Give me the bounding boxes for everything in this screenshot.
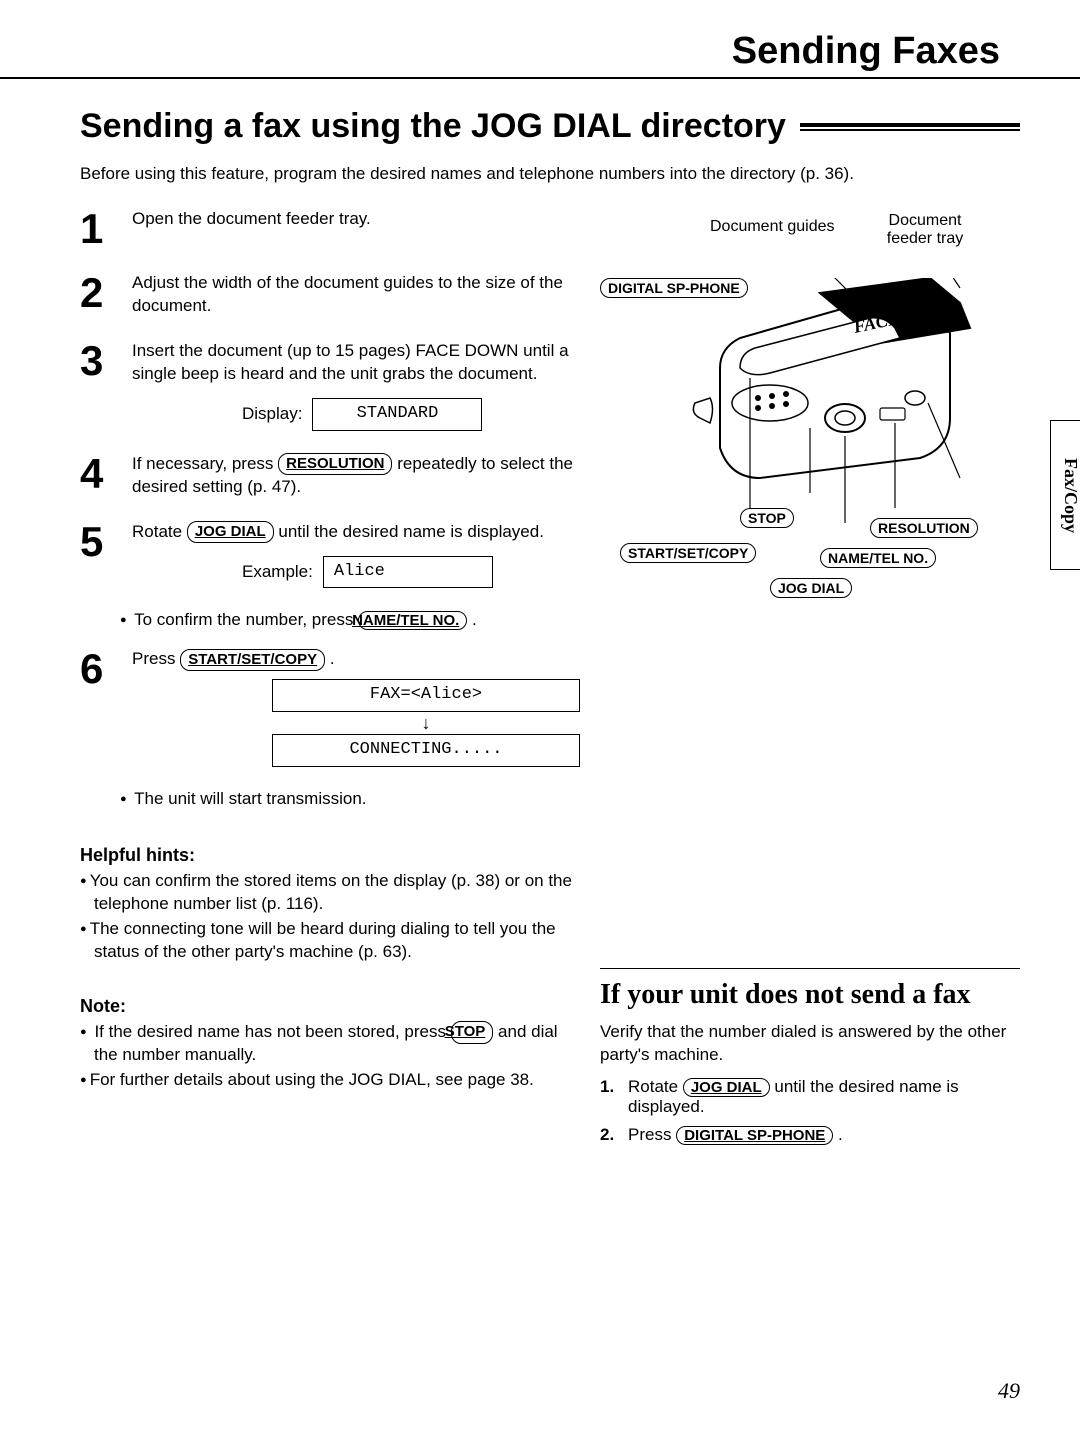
side-tab: Fax/Copy [1050,420,1080,570]
subsection-rule [600,968,1020,969]
resolution-button-label: RESOLUTION [870,518,978,538]
step-number: 4 [80,453,114,499]
jog-dial-label: JOG DIAL [770,578,852,598]
name-tel-label: NAME/TEL NO. [820,548,936,568]
section-title: Sending a fax using the JOG DIAL directo… [80,107,786,146]
lcd-display: STANDARD [312,398,482,431]
sub-step-2: 2. Press DIGITAL SP-PHONE . [600,1125,1020,1145]
fax-machine-icon: FACE DOWN [680,278,980,528]
example-label: Example: [242,561,313,584]
hints-title: Helpful hints: [80,845,580,866]
side-tab-label: Fax/Copy [1060,457,1080,532]
confirm-post: . [472,610,477,629]
step-2: 2 Adjust the width of the document guide… [80,272,580,318]
subsection-title: If your unit does not send a fax [600,979,1020,1011]
step-number: 1 [80,208,114,250]
step-number: 5 [80,521,114,589]
digital-sp-phone-label: DIGITAL SP-PHONE [600,278,748,298]
sub-step-1: 1. Rotate JOG DIAL until the desired nam… [600,1077,1020,1117]
step-body: Rotate JOG DIAL until the desired name i… [132,521,580,589]
name-tel-button: NAME/TEL NO. [358,611,467,630]
step-body: Press START/SET/COPY . FAX=<Alice> ↓ CON… [132,648,580,767]
resolution-label: RESOLUTION [870,518,978,538]
step-number: 2 [80,272,114,318]
subsection-steps: 1. Rotate JOG DIAL until the desired nam… [600,1077,1020,1145]
intro-text: Before using this feature, program the d… [80,164,1020,184]
left-column: 1 Open the document feeder tray. 2 Adjus… [80,208,580,1153]
stop-button: STOP [451,1021,494,1043]
step-text: Open the document feeder tray. [132,208,580,250]
step-text: Adjust the width of the document guides … [132,272,580,318]
note-item: For further details about using the JOG … [80,1069,580,1092]
bullet-text: The unit will start transmission. [134,789,366,808]
digital-sp-phone-button: DIGITAL SP-PHONE [676,1126,833,1145]
start-set-copy-button: START/SET/COPY [180,649,325,671]
lcd-display: FAX=<Alice> [272,679,580,712]
section-title-row: Sending a fax using the JOG DIAL directo… [80,107,1020,146]
display-label: Display: [242,403,302,426]
step-pre: Press [628,1125,676,1144]
step-text-post: . [330,649,335,668]
start-set-copy-button-label: START/SET/COPY [620,543,756,563]
step-body: If necessary, press RESOLUTION repeatedl… [132,453,580,499]
feeder-tray-label: Document feeder tray [870,212,980,249]
step-text-pre: If necessary, press [132,454,278,473]
stop-label: STOP [740,508,794,528]
step-body: Insert the document (up to 15 pages) FAC… [132,340,580,431]
lcd-display: Alice [323,556,493,589]
stop-button-label: STOP [740,508,794,528]
name-tel-button-label: NAME/TEL NO. [820,548,936,568]
doc-guides-label: Document guides [710,218,835,236]
note-item: If the desired name has not been stored,… [80,1021,580,1067]
down-arrow-icon: ↓ [272,714,580,732]
note-title: Note: [80,996,580,1017]
lcd-display: CONNECTING..... [272,734,580,767]
jog-dial-button: JOG DIAL [683,1078,770,1097]
note-list: If the desired name has not been stored,… [80,1021,580,1092]
step-3: 3 Insert the document (up to 15 pages) F… [80,340,580,431]
step-6: 6 Press START/SET/COPY . FAX=<Alice> ↓ C… [80,648,580,767]
step-text: Insert the document (up to 15 pages) FAC… [132,341,569,383]
step-pre: Rotate [628,1077,683,1096]
note-pre: If the desired name has not been stored,… [94,1022,450,1041]
step-number: 6 [80,648,114,767]
step-text-post: until the desired name is displayed. [278,522,544,541]
fax-diagram: Document guides Document feeder tray FAC… [600,218,1020,618]
jog-dial-button: JOG DIAL [187,521,274,543]
subsection-body: Verify that the number dialed is answere… [600,1021,1020,1067]
step-5-bullet: To confirm the number, press NAME/TEL NO… [120,610,580,630]
confirm-pre: To confirm the number, press [134,610,358,629]
step-body: Rotate JOG DIAL until the desired name i… [628,1077,1020,1117]
hint-item: You can confirm the stored items on the … [80,870,580,916]
step-text-pre: Rotate [132,522,187,541]
step-number: 3 [80,340,114,431]
step-post: . [838,1125,843,1144]
start-set-copy-label: START/SET/COPY [620,543,756,563]
hints-list: You can confirm the stored items on the … [80,870,580,964]
header-rule [0,77,1080,79]
jog-dial-button-label: JOG DIAL [770,578,852,598]
step-body: Press DIGITAL SP-PHONE . [628,1125,843,1145]
resolution-button: RESOLUTION [278,453,392,475]
subsection: If your unit does not send a fax Verify … [600,968,1020,1145]
page-header-title: Sending Faxes [80,30,1020,73]
step-6-bullet: The unit will start transmission. [120,789,580,809]
step-number: 2. [600,1125,622,1145]
step-text-pre: Press [132,649,180,668]
digital-sp-phone-button-label: DIGITAL SP-PHONE [600,278,748,298]
title-rule-icon [800,123,1020,131]
step-1: 1 Open the document feeder tray. [80,208,580,250]
step-number: 1. [600,1077,622,1117]
right-column: Document guides Document feeder tray FAC… [600,208,1020,1153]
hint-item: The connecting tone will be heard during… [80,918,580,964]
step-5: 5 Rotate JOG DIAL until the desired name… [80,521,580,589]
step-4: 4 If necessary, press RESOLUTION repeate… [80,453,580,499]
page-number: 49 [998,1378,1020,1404]
